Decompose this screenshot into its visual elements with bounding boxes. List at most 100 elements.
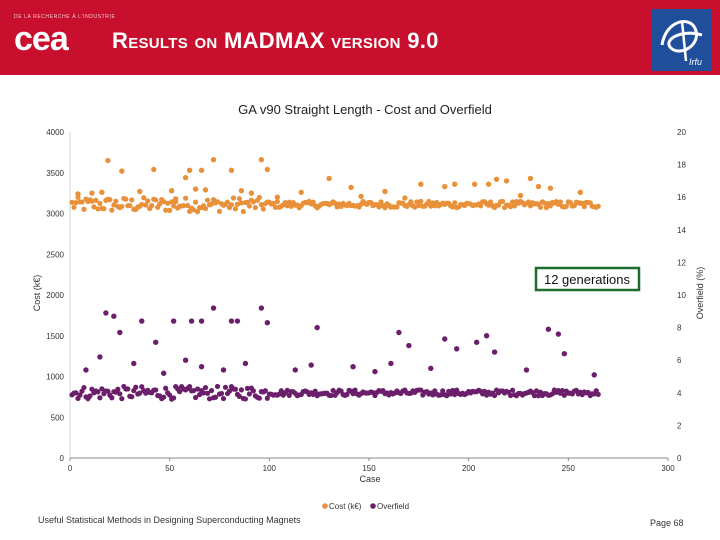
data-point: [250, 199, 256, 205]
data-point: [412, 204, 418, 210]
data-point: [242, 360, 249, 367]
header-bar: DE LA RECHERCHE À L'INDUSTRIE cea Result…: [0, 0, 720, 75]
data-point: [220, 367, 227, 373]
data-point: [119, 203, 125, 210]
x-tick-label: 150: [362, 464, 376, 473]
data-point: [491, 349, 498, 355]
data-point: [232, 206, 239, 212]
footer-text: Useful Statistical Methods in Designing …: [38, 515, 301, 525]
data-point: [344, 391, 350, 398]
y-tick-label: 2000: [46, 291, 64, 300]
data-point: [190, 388, 197, 394]
y2-tick-label: 14: [677, 226, 686, 235]
x-tick-label: 50: [165, 464, 174, 473]
data-point: [396, 329, 402, 336]
data-point: [172, 196, 179, 202]
data-point: [222, 384, 229, 390]
data-point: [149, 202, 155, 209]
data-point: [185, 202, 191, 209]
data-point: [438, 392, 444, 398]
data-point: [473, 339, 480, 345]
data-point: [210, 157, 217, 163]
data-point: [487, 199, 494, 205]
data-point: [577, 189, 583, 196]
data-point: [127, 202, 133, 209]
data-point: [545, 326, 552, 332]
data-point: [109, 207, 115, 213]
x-tick-label: 0: [68, 464, 73, 473]
y-axis-label: Cost (k€): [32, 275, 42, 312]
y2-axis-label: Overfield (%): [695, 267, 705, 320]
data-point: [165, 200, 171, 206]
data-point: [517, 192, 524, 199]
data-point: [272, 204, 278, 210]
data-point: [220, 395, 227, 402]
data-point: [274, 194, 281, 200]
axes: [69, 132, 668, 459]
data-point: [531, 393, 538, 399]
data-point: [406, 342, 412, 349]
data-point: [123, 196, 129, 202]
data-point: [105, 157, 111, 164]
y2-tick-label: 8: [677, 324, 682, 333]
data-point: [131, 360, 137, 367]
legend-label: Overfield: [377, 502, 409, 511]
data-point: [264, 395, 270, 401]
chart-title: GA v90 Straight Length - Cost and Overfi…: [238, 102, 492, 117]
svg-text:cea: cea: [14, 22, 70, 56]
data-point: [557, 199, 563, 205]
data-point: [246, 203, 252, 209]
data-point: [177, 389, 183, 395]
data-point: [256, 395, 262, 401]
data-point: [210, 305, 217, 311]
data-point: [216, 208, 223, 215]
data-point: [471, 181, 478, 187]
data-point: [204, 197, 211, 203]
x-tick-label: 200: [462, 464, 476, 473]
data-point: [238, 187, 245, 194]
data-point: [137, 188, 143, 195]
data-point: [192, 186, 199, 192]
data-point: [509, 387, 516, 393]
data-point: [87, 393, 93, 399]
data-point: [208, 387, 215, 394]
y2-tick-label: 16: [677, 193, 686, 202]
y-tick-label: 3500: [46, 169, 64, 178]
data-point: [525, 199, 532, 205]
data-point: [119, 396, 125, 402]
data-point: [167, 207, 173, 213]
data-point: [250, 388, 256, 394]
y2-tick-label: 18: [677, 161, 686, 170]
data-point: [182, 174, 189, 181]
data-point: [161, 394, 167, 400]
data-point: [232, 386, 239, 392]
data-point: [376, 204, 382, 210]
data-point: [523, 367, 530, 373]
scatter-chart: GA v90 Straight Length - Cost and Overfi…: [32, 102, 705, 511]
x-tick-label: 100: [263, 464, 277, 473]
data-point: [326, 175, 332, 182]
data-point: [129, 197, 135, 203]
data-point: [192, 394, 199, 401]
data-point: [372, 368, 378, 375]
data-point: [236, 196, 243, 202]
data-point: [444, 393, 450, 399]
data-point: [93, 197, 99, 203]
y2-tick-label: 2: [677, 421, 682, 430]
data-point: [212, 394, 219, 400]
data-point: [258, 157, 265, 163]
data-point: [595, 203, 601, 209]
data-point: [161, 199, 167, 205]
data-point: [181, 203, 187, 209]
data-point: [541, 200, 548, 206]
data-point: [186, 167, 193, 174]
data-point: [284, 387, 290, 393]
y-tick-label: 4000: [46, 128, 64, 137]
data-point: [139, 384, 145, 390]
data-point: [228, 202, 235, 208]
data-point: [153, 387, 159, 393]
y2-tick-label: 4: [677, 389, 682, 398]
data-point: [141, 195, 147, 201]
data-point: [208, 201, 215, 207]
data-point: [69, 199, 75, 205]
